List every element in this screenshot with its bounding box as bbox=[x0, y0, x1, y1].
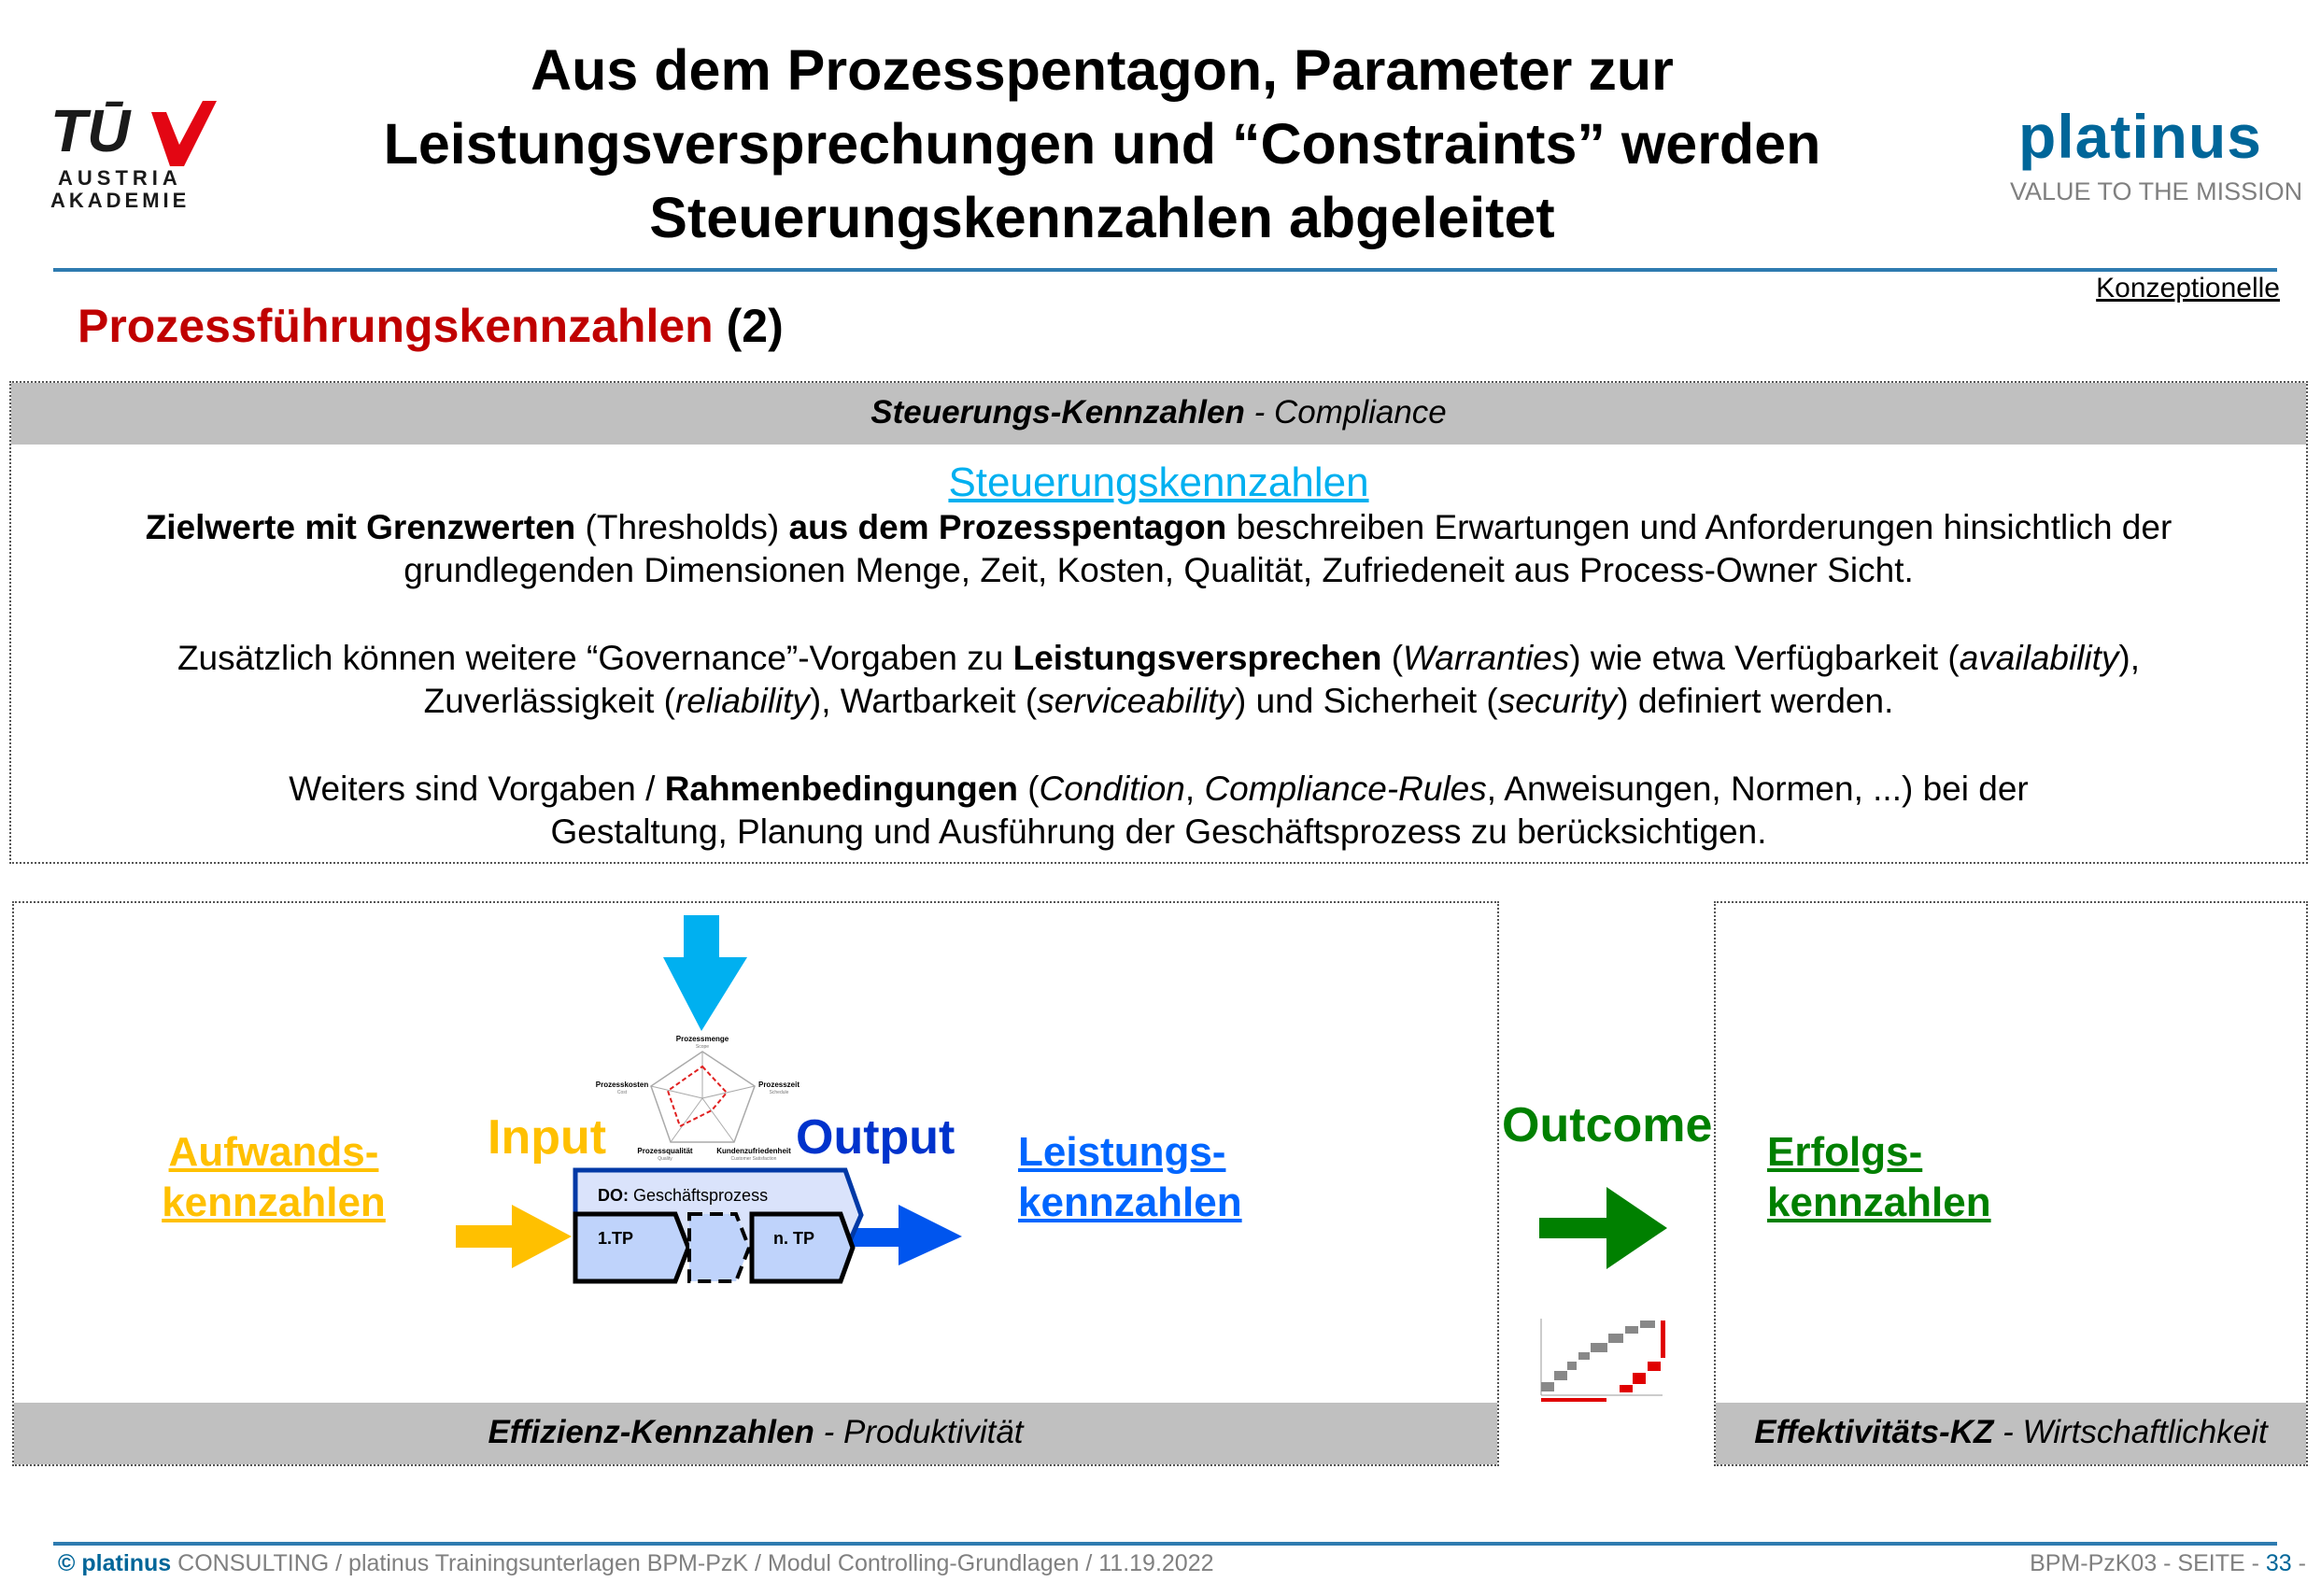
header-divider bbox=[53, 268, 2277, 272]
tagline: VALUE TO THE MISSION bbox=[2010, 177, 2303, 205]
konzeptionelle-link[interactable]: Konzeptionelle bbox=[2096, 273, 2280, 304]
last-tp-box bbox=[749, 1211, 856, 1284]
outcome-arrow-icon bbox=[1539, 1187, 1667, 1269]
svg-text:AUSTRIA: AUSTRIA bbox=[58, 166, 182, 190]
header-rest: - Compliance bbox=[1244, 394, 1447, 431]
footer-divider bbox=[53, 1542, 2277, 1546]
footer-page: BPM-PzK03 - SEITE - 33 - bbox=[2030, 1550, 2306, 1576]
aufwandskennzahlen: Aufwands-kennzahlen bbox=[162, 1129, 386, 1225]
scope-down-arrow-icon bbox=[663, 915, 747, 1031]
paragraph-3: Weiters sind Vorgaben / Rahmenbedingunge… bbox=[289, 770, 2029, 851]
header-bold: Steuerungs-Kennzahlen bbox=[870, 394, 1245, 431]
tuv-austria-akademie-logo: TŪ AUSTRIA AKADEMIE bbox=[50, 97, 217, 210]
middle-tp-box bbox=[687, 1212, 752, 1283]
svg-text:Prozesskosten: Prozesskosten bbox=[596, 1080, 649, 1089]
svg-text:Quality: Quality bbox=[658, 1156, 672, 1162]
svg-text:Cost: Cost bbox=[617, 1090, 628, 1095]
paragraph-2: Zusätzlich können weitere “Governance”-V… bbox=[177, 639, 2141, 720]
last-tp-label: n. TP bbox=[773, 1229, 814, 1248]
erfolgskennzahlen: Erfolgs-kennzahlen bbox=[1767, 1129, 1991, 1225]
section-number: (2) bbox=[726, 300, 784, 352]
do-label: DO: Geschäftsprozess bbox=[598, 1186, 768, 1205]
svg-text:Prozessmenge: Prozessmenge bbox=[676, 1035, 729, 1043]
title-line: Leistungsversprechungen und “Constraints… bbox=[383, 112, 1821, 176]
input-arrow-icon bbox=[456, 1205, 572, 1268]
compliance-header: Steuerungs-Kennzahlen - Compliance bbox=[11, 383, 2306, 445]
svg-text:Kundenzufriedenheit: Kundenzufriedenheit bbox=[716, 1147, 791, 1155]
section-title-text: Prozessführungskennzahlen bbox=[78, 300, 714, 352]
effectiveness-footer: Effektivitäts-KZ - Wirtschaftlichkeit bbox=[1716, 1403, 2306, 1464]
svg-text:Prozesszeit: Prozesszeit bbox=[758, 1080, 800, 1089]
output-label: Output bbox=[796, 1110, 955, 1165]
footer-copyright: © platinus CONSULTING / platinus Trainin… bbox=[58, 1550, 1214, 1576]
staircase-chart-thumbnail bbox=[1539, 1317, 1670, 1402]
title-line: Steuerungskennzahlen abgeleitet bbox=[649, 186, 1555, 249]
svg-text:Prozessqualität: Prozessqualität bbox=[637, 1147, 692, 1155]
svg-text:AKADEMIE: AKADEMIE bbox=[50, 189, 190, 210]
title-line: Aus dem Prozesspentagon, Parameter zur bbox=[531, 38, 1674, 102]
process-pentagon: Prozessmenge Scope Prozesszeit Schedule … bbox=[596, 1035, 800, 1162]
paragraph-1: Zielwerte mit Grenzwerten (Thresholds) a… bbox=[145, 508, 2172, 589]
output-arrow-icon bbox=[845, 1205, 962, 1265]
steuerungskennzahlen-heading: Steuerungskennzahlen bbox=[948, 459, 1369, 505]
svg-text:TŪ: TŪ bbox=[50, 97, 132, 164]
svg-text:Schedule: Schedule bbox=[770, 1090, 789, 1095]
outcome-label: Outcome bbox=[1502, 1098, 1713, 1152]
effectiveness-box: Effektivitäts-KZ - Wirtschaftlichkeit bbox=[1714, 901, 2308, 1466]
first-tp-label: 1.TP bbox=[598, 1229, 633, 1248]
svg-text:Scope: Scope bbox=[696, 1044, 709, 1050]
slide-title: Aus dem Prozesspentagon, Parameter zur L… bbox=[280, 34, 1924, 255]
efficiency-footer: Effizienz-Kennzahlen - Produktivität bbox=[14, 1403, 1497, 1464]
section-title: Prozessführungskennzahlen (2) bbox=[78, 299, 784, 353]
platinus-logo: platinus bbox=[2018, 102, 2263, 171]
svg-text:Customer Satisfaction: Customer Satisfaction bbox=[731, 1156, 777, 1162]
compliance-box: Steuerungs-Kennzahlen - Compliance Steue… bbox=[9, 381, 2308, 864]
leistungskennzahlen: Leistungs-kennzahlen bbox=[1018, 1129, 1242, 1225]
input-label: Input bbox=[488, 1110, 607, 1165]
first-tp-box bbox=[573, 1211, 691, 1284]
